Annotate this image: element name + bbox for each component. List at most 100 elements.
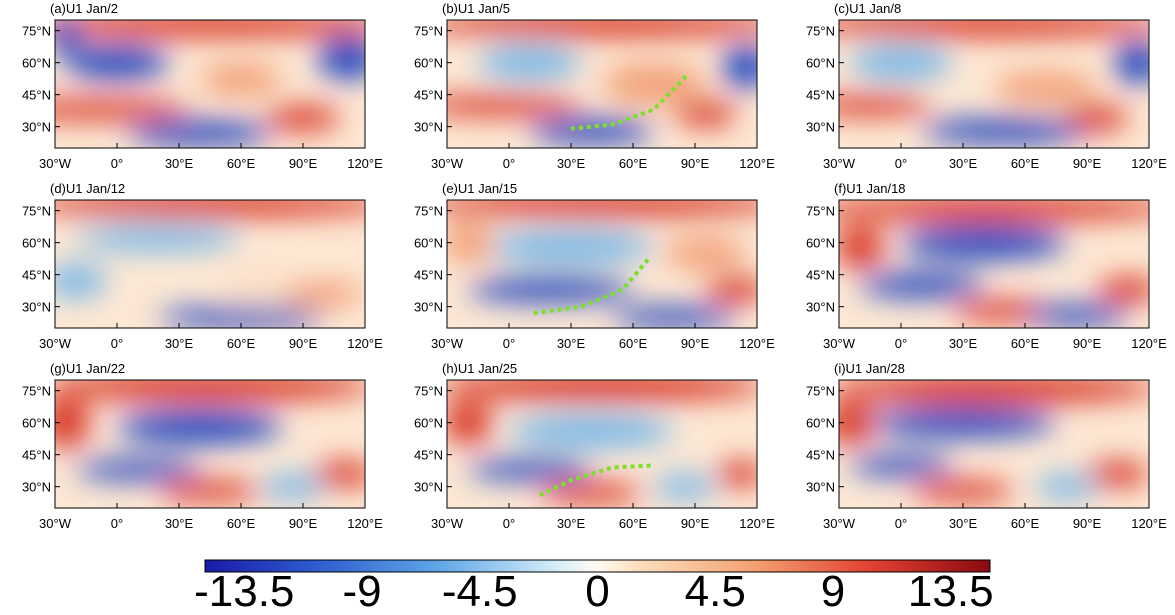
x-tick-label: 60°E [1011, 516, 1040, 531]
x-tick-label: 120°E [347, 516, 383, 531]
panel-title: (b)U1 Jan/5 [442, 1, 510, 16]
field-blob [467, 276, 633, 303]
map-panel: (d)U1 Jan/12 30°W 0° 30°E 60°E 90°E 120°E 75°N 6… [22, 181, 383, 351]
field-blobs [839, 380, 1149, 502]
x-tick-label: 30°E [165, 156, 194, 171]
field-blob [839, 401, 875, 444]
field-blob [1035, 473, 1098, 500]
x-tick-label: 120°E [1131, 516, 1167, 531]
field-blob [158, 306, 324, 328]
panel-title: (d)U1 Jan/12 [50, 181, 125, 196]
x-tick-label: 0° [895, 516, 907, 531]
field-blob [199, 62, 283, 97]
jet-axis-line [533, 256, 652, 316]
field-blob [1025, 304, 1129, 326]
field-blob [488, 229, 654, 264]
x-tick-label: 120°E [347, 156, 383, 171]
field-blob [75, 458, 200, 481]
field-blob [158, 480, 262, 502]
y-tick-label: 45°N [414, 88, 443, 103]
field-blob [1066, 105, 1129, 131]
contour-field [447, 20, 757, 148]
panel-title: (g)U1 Jan/22 [50, 361, 125, 376]
contour-field [55, 380, 365, 508]
field-blobs [447, 200, 757, 328]
y-tick-label: 30°N [414, 480, 443, 495]
field-blobs [55, 380, 365, 502]
map-panel: (g)U1 Jan/22 30°W 0° 30°E 60°E 90°E 120°E 75°N 6… [22, 361, 383, 531]
field-blob [55, 380, 365, 402]
x-tick-label: 30°E [165, 516, 194, 531]
field-blob [65, 45, 169, 80]
panel-frame [838, 19, 1150, 149]
y-tick-label: 75°N [414, 24, 443, 39]
y-tick-label: 30°N [22, 120, 51, 135]
x-tick-label: 30°W [823, 516, 856, 531]
y-tick-label: 45°N [806, 448, 835, 463]
x-tick-label: 90°E [681, 516, 710, 531]
x-tick-label: 90°E [1073, 156, 1102, 171]
x-tick-label: 90°E [681, 156, 710, 171]
y-tick-label: 75°N [414, 204, 443, 219]
field-blob [127, 120, 272, 146]
contour-field [839, 380, 1149, 508]
field-blob [993, 71, 1098, 106]
field-blob [715, 461, 757, 487]
colorbar-label: -13.5 [194, 567, 294, 610]
field-blob [705, 276, 757, 303]
colorbar-label: 0 [585, 567, 609, 610]
x-tick-label: 60°E [227, 336, 256, 351]
x-tick-label: 30°E [557, 336, 586, 351]
field-blob [467, 458, 592, 481]
field-blobs [447, 380, 757, 504]
field-blob [602, 62, 706, 106]
x-tick-label: 30°E [165, 336, 194, 351]
x-tick-label: 90°E [681, 336, 710, 351]
field-bg [55, 200, 365, 328]
panel-title: (e)U1 Jan/15 [442, 181, 517, 196]
y-tick-label: 30°N [806, 480, 835, 495]
map-panel: (b)U1 Jan/5 30°W 0° 30°E 60°E 90°E 120°E 75°N 60… [414, 1, 775, 171]
field-blob [447, 401, 493, 444]
x-tick-label: 30°E [949, 156, 978, 171]
x-tick-label: 30°E [949, 336, 978, 351]
panel-title: (f)U1 Jan/18 [834, 181, 906, 196]
y-tick-label: 30°N [22, 480, 51, 495]
field-blob [55, 264, 107, 299]
x-tick-label: 120°E [1131, 156, 1167, 171]
colorbar-label: 9 [821, 567, 845, 610]
contour-field [447, 380, 757, 508]
field-blobs [839, 200, 1149, 326]
field-blob [75, 225, 242, 252]
field-blob [1087, 461, 1149, 487]
x-tick-label: 0° [111, 516, 123, 531]
field-blobs [55, 200, 365, 328]
field-blob [653, 473, 716, 500]
field-blob [1113, 41, 1149, 84]
x-tick-label: 30°W [431, 156, 464, 171]
x-tick-label: 0° [895, 156, 907, 171]
map-panel: (e)U1 Jan/15 30°W 0° 30°E 60°E 90°E 120°E 75°N 6… [414, 181, 775, 351]
x-tick-label: 0° [111, 336, 123, 351]
x-tick-label: 60°E [227, 516, 256, 531]
y-tick-label: 45°N [806, 268, 835, 283]
contour-field [55, 200, 365, 328]
x-tick-label: 0° [503, 336, 515, 351]
y-tick-label: 30°N [414, 300, 443, 315]
field-blob [55, 20, 365, 38]
field-blob [529, 118, 654, 144]
map-panel: (f)U1 Jan/18 30°W 0° 30°E 60°E 90°E 120°E 75°N 6… [806, 181, 1167, 351]
y-tick-label: 75°N [22, 204, 51, 219]
x-tick-label: 90°E [1073, 336, 1102, 351]
panel-frame [54, 379, 366, 509]
y-tick-label: 75°N [806, 24, 835, 39]
x-tick-label: 0° [503, 516, 515, 531]
field-blob [859, 272, 984, 299]
panel-frame [446, 19, 758, 149]
x-tick-label: 90°E [289, 516, 318, 531]
panel-title: (c)U1 Jan/8 [834, 1, 901, 16]
y-tick-label: 75°N [22, 384, 51, 399]
field-blob [447, 200, 757, 218]
x-tick-label: 90°E [289, 336, 318, 351]
x-tick-label: 120°E [739, 156, 775, 171]
